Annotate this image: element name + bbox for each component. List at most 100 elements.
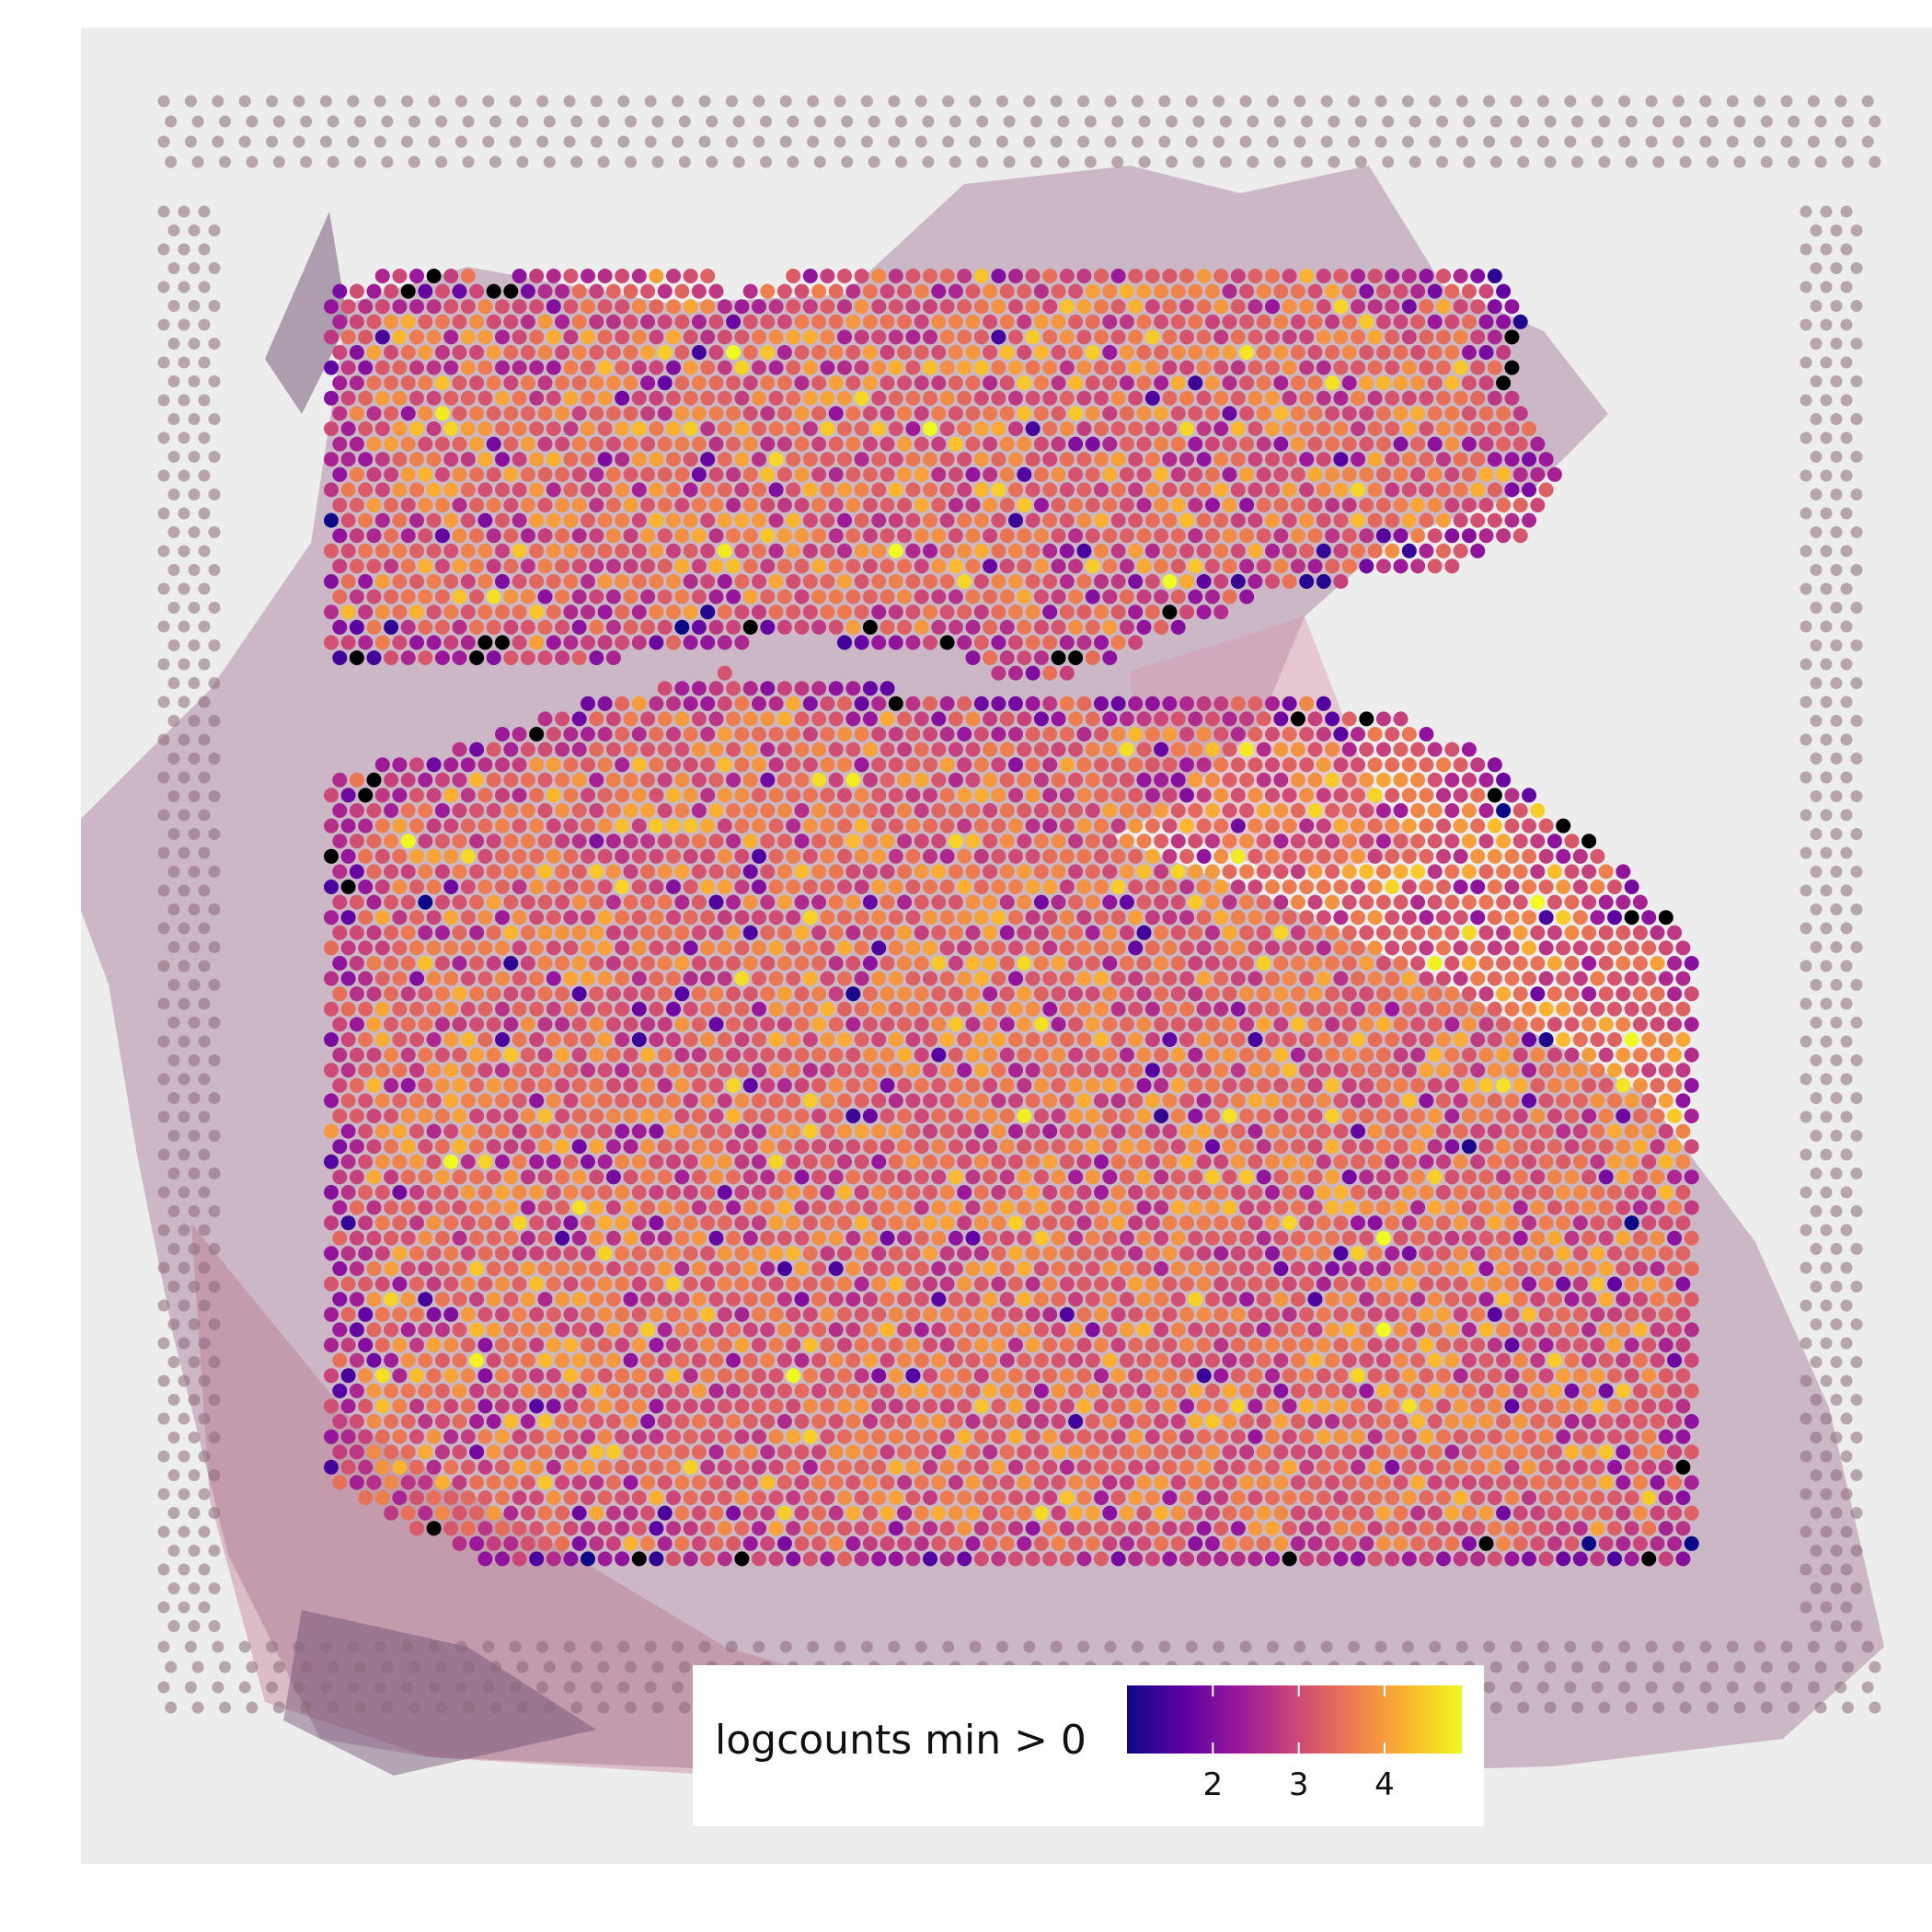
- spot: [1290, 925, 1305, 940]
- fiducial-spot: [1830, 941, 1843, 953]
- fiducial-spot: [167, 941, 180, 953]
- fiducial-spot: [167, 639, 180, 651]
- spot: [1316, 299, 1331, 315]
- spot: [1204, 925, 1220, 940]
- spot: [1059, 788, 1075, 803]
- spot: [1170, 803, 1186, 818]
- fiducial-spot: [787, 155, 799, 168]
- spot: [537, 772, 553, 788]
- spot: [957, 604, 972, 620]
- spot: [1504, 910, 1520, 926]
- spot: [460, 512, 476, 528]
- spot: [581, 512, 595, 528]
- spot: [905, 880, 921, 894]
- spot: [845, 466, 861, 482]
- spot: [1154, 742, 1169, 757]
- spot: [1461, 956, 1477, 971]
- fiducial-spot: [536, 1640, 549, 1653]
- spot: [1230, 818, 1246, 834]
- fiducial-spot: [198, 1488, 211, 1501]
- fiducial-spot: [834, 1640, 846, 1653]
- fiducial-spot: [188, 375, 201, 387]
- spot: [512, 543, 527, 558]
- spot: [802, 757, 818, 773]
- fiducial-spot: [184, 135, 197, 148]
- spot: [563, 1093, 579, 1109]
- spot: [914, 466, 929, 482]
- spot: [546, 1063, 561, 1078]
- spot: [734, 971, 750, 986]
- spot: [845, 803, 861, 818]
- spot: [1675, 1063, 1691, 1078]
- spot: [1248, 788, 1263, 803]
- spot: [1282, 1093, 1297, 1109]
- spot: [1351, 360, 1365, 375]
- spot: [1162, 543, 1178, 558]
- spot: [965, 406, 981, 421]
- spot: [999, 1139, 1015, 1155]
- spot: [794, 956, 810, 971]
- spot: [837, 940, 852, 956]
- spot: [1222, 742, 1237, 757]
- spot: [1496, 1139, 1512, 1155]
- spot: [965, 498, 981, 512]
- spot: [640, 986, 656, 1002]
- spot: [1401, 1093, 1417, 1109]
- fiducial-spot: [1810, 790, 1823, 802]
- spot: [537, 956, 553, 971]
- spot: [939, 1093, 955, 1109]
- spot: [776, 864, 792, 880]
- spot: [657, 1109, 673, 1123]
- spot: [605, 711, 621, 727]
- fiducial-spot: [167, 526, 180, 538]
- fiducial-spot: [1810, 866, 1823, 878]
- spot: [691, 283, 707, 299]
- spot: [1144, 421, 1160, 436]
- spot: [1419, 1063, 1434, 1078]
- spot: [418, 589, 433, 604]
- spot: [1325, 1109, 1340, 1123]
- spot: [1410, 956, 1426, 971]
- spot: [708, 375, 724, 391]
- spot: [1307, 345, 1323, 360]
- spot: [529, 1032, 545, 1047]
- spot: [845, 406, 861, 421]
- spot: [923, 848, 937, 864]
- spot: [537, 986, 553, 1002]
- spot: [392, 1032, 408, 1047]
- spot: [520, 1077, 535, 1093]
- spot: [1239, 925, 1255, 940]
- spot: [1375, 1139, 1391, 1155]
- spot: [1051, 528, 1066, 544]
- spot: [581, 574, 595, 589]
- spot: [503, 864, 519, 880]
- spot: [760, 1139, 776, 1155]
- fiducial-spot: [482, 95, 495, 108]
- spot: [1299, 1001, 1315, 1017]
- spot: [392, 910, 408, 926]
- spot: [1436, 788, 1451, 803]
- spot: [649, 635, 664, 650]
- spot: [1128, 1093, 1144, 1109]
- spot: [1179, 329, 1194, 345]
- fiducial-spot: [165, 1701, 178, 1714]
- spot: [366, 986, 382, 1002]
- spot: [1136, 528, 1152, 544]
- spot: [1110, 1093, 1126, 1109]
- spot: [1436, 299, 1451, 315]
- spot: [1068, 986, 1084, 1002]
- spot: [983, 375, 998, 391]
- spot: [1427, 803, 1443, 818]
- spot: [666, 604, 681, 620]
- spot: [1136, 436, 1152, 452]
- spot: [1230, 1123, 1246, 1139]
- spot: [888, 788, 903, 803]
- spot: [1196, 696, 1212, 711]
- spot: [820, 880, 835, 894]
- spot: [957, 788, 972, 803]
- spot: [1436, 971, 1451, 986]
- spot: [657, 406, 673, 421]
- spot: [400, 650, 416, 665]
- spot: [358, 818, 374, 834]
- spot: [1282, 299, 1297, 315]
